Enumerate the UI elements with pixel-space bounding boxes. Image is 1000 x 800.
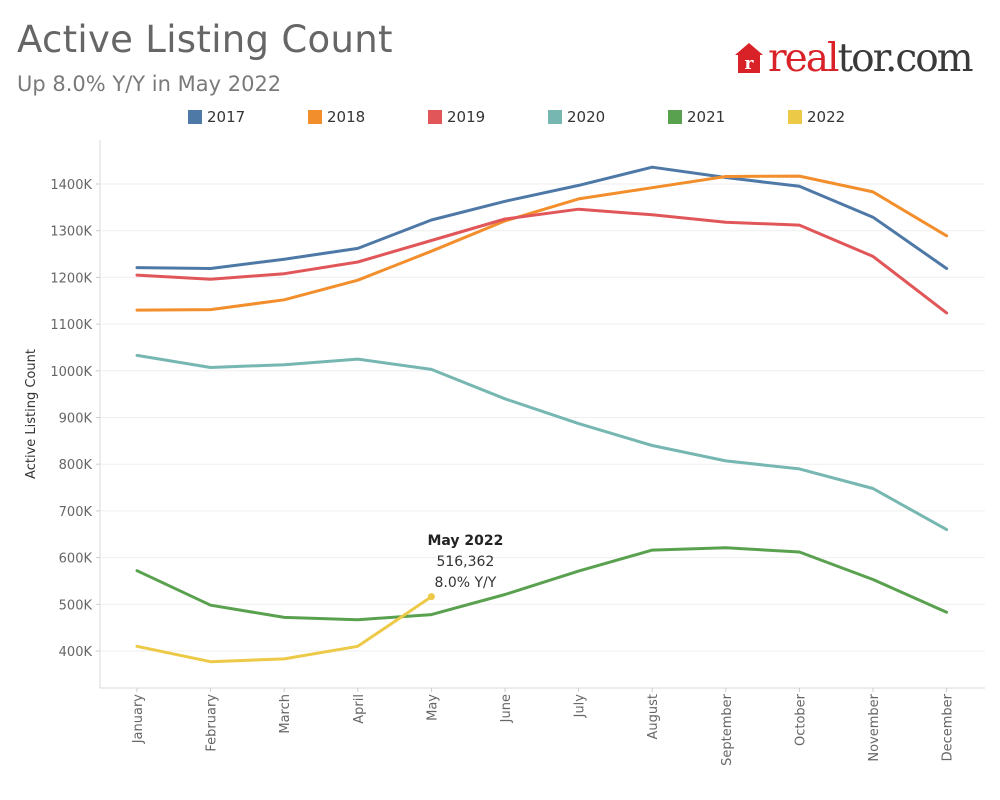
y-tick-label: 1200K	[50, 271, 92, 286]
legend-swatch	[308, 110, 322, 124]
x-tick-label: October	[793, 693, 808, 746]
x-tick-label: May	[425, 694, 440, 721]
annotation-line-1: May 2022	[427, 533, 503, 549]
y-tick-label: 1400K	[50, 178, 92, 193]
legend-item-2019: 2019	[428, 108, 485, 126]
legend-label: 2020	[567, 108, 606, 126]
series-line-2022	[135, 595, 433, 664]
x-tick-label: November	[867, 693, 882, 761]
house-r-icon: r	[735, 43, 763, 74]
realtor-logo: r realtor.com	[733, 35, 974, 81]
legend-swatch	[788, 110, 802, 124]
x-tick-label: June	[499, 694, 514, 723]
legend-item-2018: 2018	[308, 108, 365, 126]
y-axis-title: Active Listing Count	[24, 349, 39, 479]
legend-swatch	[548, 110, 562, 124]
logo-wordmark: realtor.com	[768, 35, 974, 81]
x-tick-label: August	[646, 694, 661, 740]
y-tick-label: 900K	[59, 412, 93, 427]
chart-legend: 2017 2018 2019 2020 2021 2022	[0, 108, 1000, 132]
legend-item-2017: 2017	[188, 108, 245, 126]
legend-item-2021: 2021	[668, 108, 725, 126]
chart-subtitle: Up 8.0% Y/Y in May 2022	[17, 72, 282, 96]
legend-item-2020: 2020	[548, 108, 605, 126]
legend-swatch	[668, 110, 682, 124]
x-tick-label: March	[278, 694, 293, 734]
series-line-2019	[135, 207, 949, 315]
y-tick-label: 1100K	[50, 318, 92, 333]
y-tick-label: 700K	[59, 505, 93, 520]
annotation-line-2: 516,362	[436, 554, 494, 570]
x-tick-label: September	[720, 693, 735, 766]
y-tick-label: 800K	[59, 458, 93, 473]
legend-label: 2018	[327, 108, 366, 126]
y-tick-label: 500K	[59, 598, 93, 613]
series-line-2020	[135, 353, 949, 532]
svg-text:r: r	[745, 54, 755, 74]
annotation-line-3: 8.0% Y/Y	[434, 575, 496, 591]
x-tick-label: December	[941, 693, 956, 761]
series-line-2021	[135, 546, 949, 622]
legend-swatch	[188, 110, 202, 124]
legend-label: 2021	[687, 108, 726, 126]
legend-item-2022: 2022	[788, 108, 845, 126]
x-tick-label: January	[131, 694, 146, 745]
series-line-2017	[135, 165, 949, 270]
chart-title: Active Listing Count	[17, 18, 393, 61]
y-tick-label: 1300K	[50, 225, 92, 240]
series-line-2018	[135, 174, 949, 312]
x-tick-label: April	[352, 694, 367, 724]
legend-label: 2017	[207, 108, 246, 126]
y-tick-label: 400K	[59, 645, 93, 660]
legend-label: 2019	[447, 108, 486, 126]
y-tick-label: 1000K	[50, 365, 92, 380]
y-tick-label: 600K	[59, 552, 93, 567]
annotation-point	[427, 593, 435, 601]
legend-swatch	[428, 110, 442, 124]
x-tick-label: July	[573, 694, 588, 719]
x-tick-label: February	[205, 694, 220, 752]
legend-label: 2022	[807, 108, 846, 126]
